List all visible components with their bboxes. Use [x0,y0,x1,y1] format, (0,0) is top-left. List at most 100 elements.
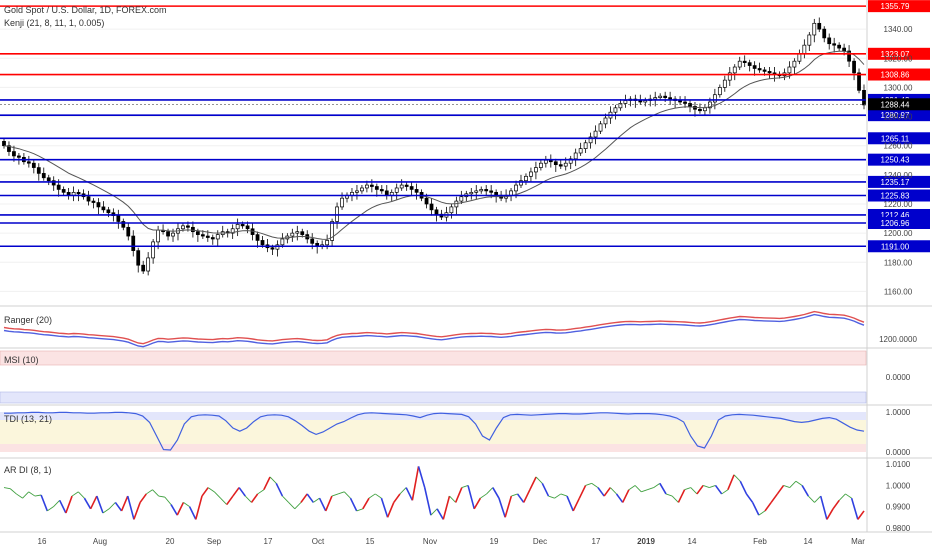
candle [7,145,11,152]
ardi-segment [776,484,785,495]
ardi-tick-label: 0.9800 [886,524,911,533]
ardi-segment [615,493,624,503]
ardi-tick-label: 1.0000 [886,481,911,490]
price-level-label: 1191.00 [881,242,910,251]
ardi-segment [362,497,370,510]
ardi-segment [634,485,642,493]
ardi-segment [331,493,339,497]
candle [280,238,285,246]
candle [553,161,558,166]
ardi-segment [516,493,525,503]
ranger-panel: 1200.0000 [3,310,917,348]
candle [2,140,6,147]
price-level-label: 1323.07 [881,50,910,59]
ardi-segment [170,504,178,516]
ardi-segment [758,510,766,516]
ardi-segment [158,495,165,498]
ardi-segment [857,510,865,520]
ardi-segment [522,489,531,503]
candle [812,22,817,36]
ardi-segment [436,508,444,520]
candle [51,180,56,186]
candle [613,107,618,113]
ardi-segment [356,508,363,512]
ardi-segment [226,495,234,506]
ardi-segment [671,495,679,503]
candle [156,229,160,243]
price-tick-label: 1160.00 [884,287,913,296]
candle [737,60,742,68]
ardi-segment [288,502,296,510]
ardi-segment [83,497,92,510]
price-tick-label: 1240.00 [884,171,913,180]
candle [593,130,598,138]
time-axis: 16 Aug 20 Sep 17 Oct 15 Nov 19 Dec 17 2019 14 Feb 14 Ma… [38,537,866,546]
ardi-segment [40,494,49,512]
ardi-segment [9,488,17,495]
tdi-tick-label: 0.0000 [886,448,911,457]
ardi-segment [386,502,395,518]
ardi-segment [65,495,73,514]
ardi-segment [399,487,407,495]
candle [355,190,359,193]
ardi-segment [442,495,451,520]
ardi-segment [164,496,172,505]
price-tick-label: 1320.00 [884,54,913,63]
candle [548,159,553,163]
ardi-segment [486,487,494,495]
candle [722,79,727,88]
ranger-tick-label: 1200.0000 [879,335,917,344]
candle [41,173,46,179]
ardi-segment [554,493,562,499]
ardi-segment [585,482,592,486]
candle [86,196,91,202]
last-price-label: 1288.44 [881,100,910,109]
ardi-segment [71,491,79,497]
price-level-label: 1355.79 [881,2,910,11]
ardi-segment [572,497,581,512]
candle [399,184,404,189]
candle [379,189,384,192]
ardi-segment [349,497,358,512]
ardi-segment [126,495,135,520]
candle [96,202,101,208]
candle [802,44,807,55]
ardi-segment [721,489,729,495]
ardi-segment [659,482,667,495]
tdi-lower-band [0,444,866,452]
ardi-segment [733,474,741,482]
candle [837,44,842,49]
candle [598,123,603,132]
price-tick-label: 1180.00 [884,258,913,267]
candle [658,95,663,98]
price-level-badge [868,217,930,230]
candle [330,221,334,241]
ranger-line-blue [3,313,865,348]
price-level-badge [868,0,930,13]
ardi-segment [807,495,815,503]
candle [245,225,250,230]
candle [529,171,533,177]
candle [46,177,51,182]
ardi-segment [250,493,259,503]
candle [91,200,96,203]
ardi-segment [139,493,147,503]
ardi-segment [275,482,284,497]
ardi-segment [58,499,67,514]
candle [583,142,588,149]
ardi-segment [850,497,859,520]
candle [747,62,752,66]
candle [166,231,170,237]
price-level-label: 1265.11 [881,134,910,143]
candle [643,100,648,103]
ardi-segment [34,494,42,497]
ardi-segment [677,489,686,503]
msi-tick-label: 0.0000 [886,373,911,382]
candle [792,60,797,68]
candle [717,87,722,96]
candle [484,189,489,192]
candle [76,191,81,195]
ardi-panel-title: AR DI (8, 1) [4,465,52,475]
